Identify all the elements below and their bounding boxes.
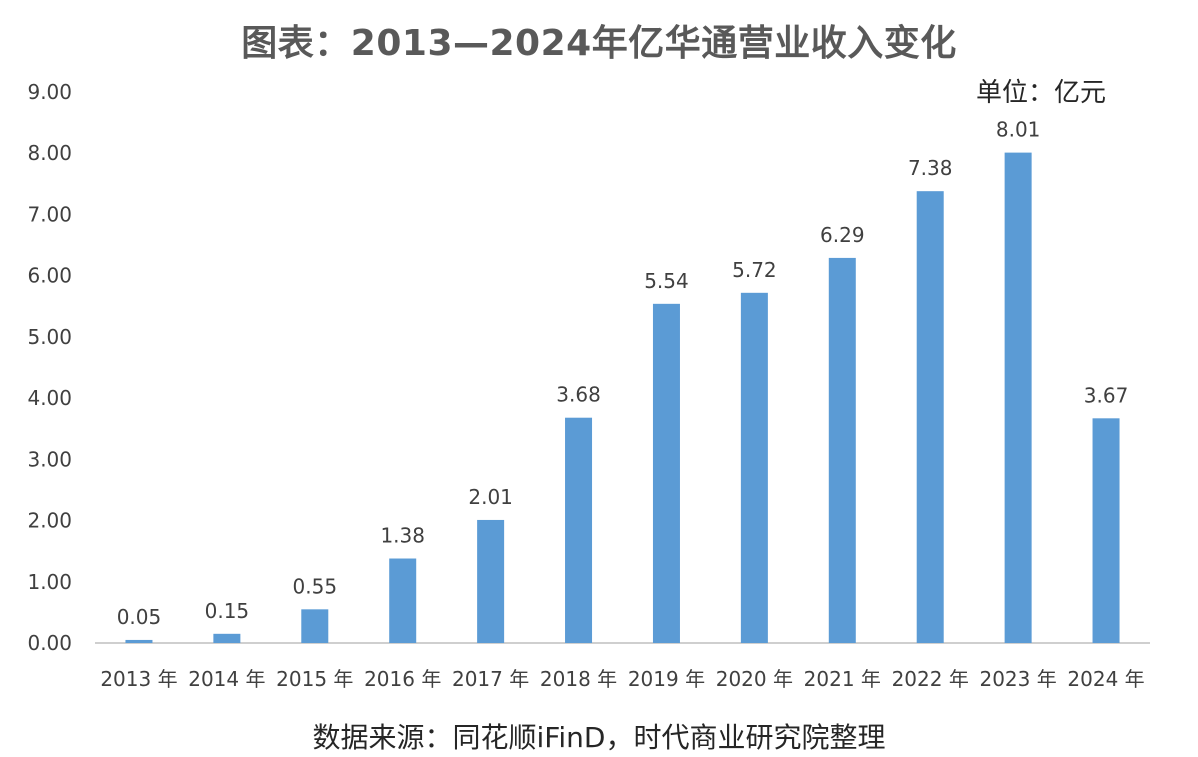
y-tick-label: 1.00	[27, 570, 72, 594]
x-tick-label: 2013 年	[100, 667, 177, 691]
y-tick-label: 3.00	[27, 447, 72, 471]
x-tick-label: 2015 年	[276, 667, 353, 691]
data-label: 0.15	[205, 599, 250, 623]
bar	[828, 257, 856, 643]
data-label: 0.55	[293, 574, 338, 598]
y-tick-label: 7.00	[27, 202, 72, 226]
data-label: 5.54	[644, 269, 689, 293]
x-tick-label: 2021 年	[804, 667, 881, 691]
y-tick-label: 8.00	[27, 141, 72, 165]
bar	[916, 191, 944, 643]
bar	[213, 633, 241, 643]
data-label: 3.68	[556, 383, 601, 407]
x-tick-label: 2020 年	[716, 667, 793, 691]
bar	[652, 303, 680, 643]
x-tick-label: 2023 年	[979, 667, 1056, 691]
bar	[301, 609, 329, 643]
data-label: 1.38	[380, 524, 425, 548]
data-label: 8.01	[996, 118, 1041, 142]
y-tick-label: 4.00	[27, 386, 72, 410]
bar	[477, 519, 505, 643]
x-tick-label: 2016 年	[364, 667, 441, 691]
x-tick-label: 2019 年	[628, 667, 705, 691]
x-tick-label: 2022 年	[892, 667, 969, 691]
data-label: 3.67	[1084, 383, 1129, 407]
unit-label: 单位：亿元	[976, 78, 1107, 108]
bar	[1004, 152, 1032, 644]
data-label: 6.29	[820, 223, 865, 247]
y-tick-label: 6.00	[27, 264, 72, 288]
x-tick-label: 2024 年	[1067, 667, 1144, 691]
data-label: 7.38	[908, 156, 953, 180]
chart-title: 图表：2013—2024年亿华通营业收入变化	[241, 23, 957, 64]
data-label: 0.05	[117, 605, 162, 629]
y-tick-label: 5.00	[27, 325, 72, 349]
bar	[740, 292, 768, 643]
data-label: 2.01	[468, 485, 513, 509]
data-label: 5.72	[732, 258, 777, 282]
x-tick-label: 2018 年	[540, 667, 617, 691]
bar	[565, 417, 593, 643]
y-tick-label: 2.00	[27, 509, 72, 533]
x-tick-label: 2014 年	[188, 667, 265, 691]
source-note: 数据来源：同花顺iFinD，时代商业研究院整理	[312, 721, 886, 754]
y-tick-label: 0.00	[27, 631, 72, 655]
bar	[389, 558, 417, 643]
x-tick-label: 2017 年	[452, 667, 529, 691]
y-tick-label: 9.00	[27, 80, 72, 104]
bar	[125, 639, 153, 643]
bar	[1092, 418, 1120, 643]
